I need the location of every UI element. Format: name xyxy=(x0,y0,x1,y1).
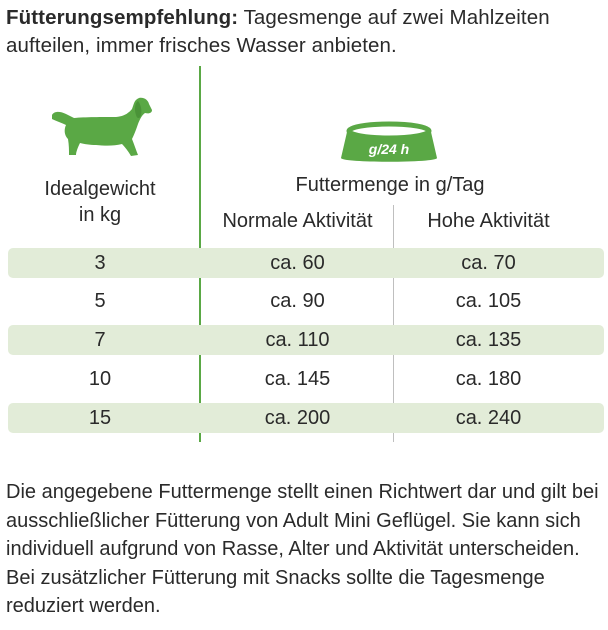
table-row: 3 ca. 60 ca. 70 xyxy=(8,245,604,281)
column-divider-gray xyxy=(393,205,394,442)
high-activity-cell: ca. 135 xyxy=(455,329,522,351)
feeding-recommendation-intro: Fütterungsempfehlung: Tagesmenge auf zwe… xyxy=(6,4,602,60)
weight-cell: 15 xyxy=(88,407,112,429)
food-bowl-icon: g/24 h xyxy=(341,121,437,162)
normal-activity-cell: ca. 200 xyxy=(264,407,331,429)
weight-header-line1: Idealgewicht xyxy=(44,178,156,200)
intro-heading: Fütterungsempfehlung: xyxy=(6,6,239,29)
weight-cell: 5 xyxy=(94,290,106,312)
high-activity-header: Hohe Aktivität xyxy=(427,210,550,232)
table-row: 5 ca. 90 ca. 105 xyxy=(8,283,604,319)
normal-activity-cell: ca. 145 xyxy=(264,368,331,390)
weight-header-line2: in kg xyxy=(78,204,122,226)
high-activity-cell: ca. 180 xyxy=(455,368,522,390)
table-row: 15 ca. 200 ca. 240 xyxy=(8,400,604,436)
amount-column-header: Futtermenge in g/Tag xyxy=(295,174,485,196)
weight-cell: 3 xyxy=(94,252,106,274)
feeding-note: Die angegebene Futtermenge stellt einen … xyxy=(6,481,599,617)
intro-text: Tagesmenge auf zwei Mahlzeiten aufteilen… xyxy=(6,6,550,57)
normal-activity-cell: ca. 60 xyxy=(270,252,325,274)
high-activity-cell: ca. 105 xyxy=(455,290,522,312)
high-activity-cell: ca. 240 xyxy=(455,407,522,429)
weight-cell: 7 xyxy=(94,329,106,351)
weight-cell: 10 xyxy=(88,368,112,390)
high-activity-cell: ca. 70 xyxy=(461,252,516,274)
table-row: 7 ca. 110 ca. 135 xyxy=(8,322,604,358)
normal-activity-header: Normale Aktivität xyxy=(222,210,373,232)
bowl-label: g/24 h xyxy=(368,141,409,157)
dog-icon xyxy=(52,97,152,156)
normal-activity-cell: ca. 110 xyxy=(265,329,330,351)
normal-activity-cell: ca. 90 xyxy=(270,290,325,312)
table-row: 10 ca. 145 ca. 180 xyxy=(8,361,604,397)
weight-column-header: Idealgewicht in kg xyxy=(20,176,180,228)
